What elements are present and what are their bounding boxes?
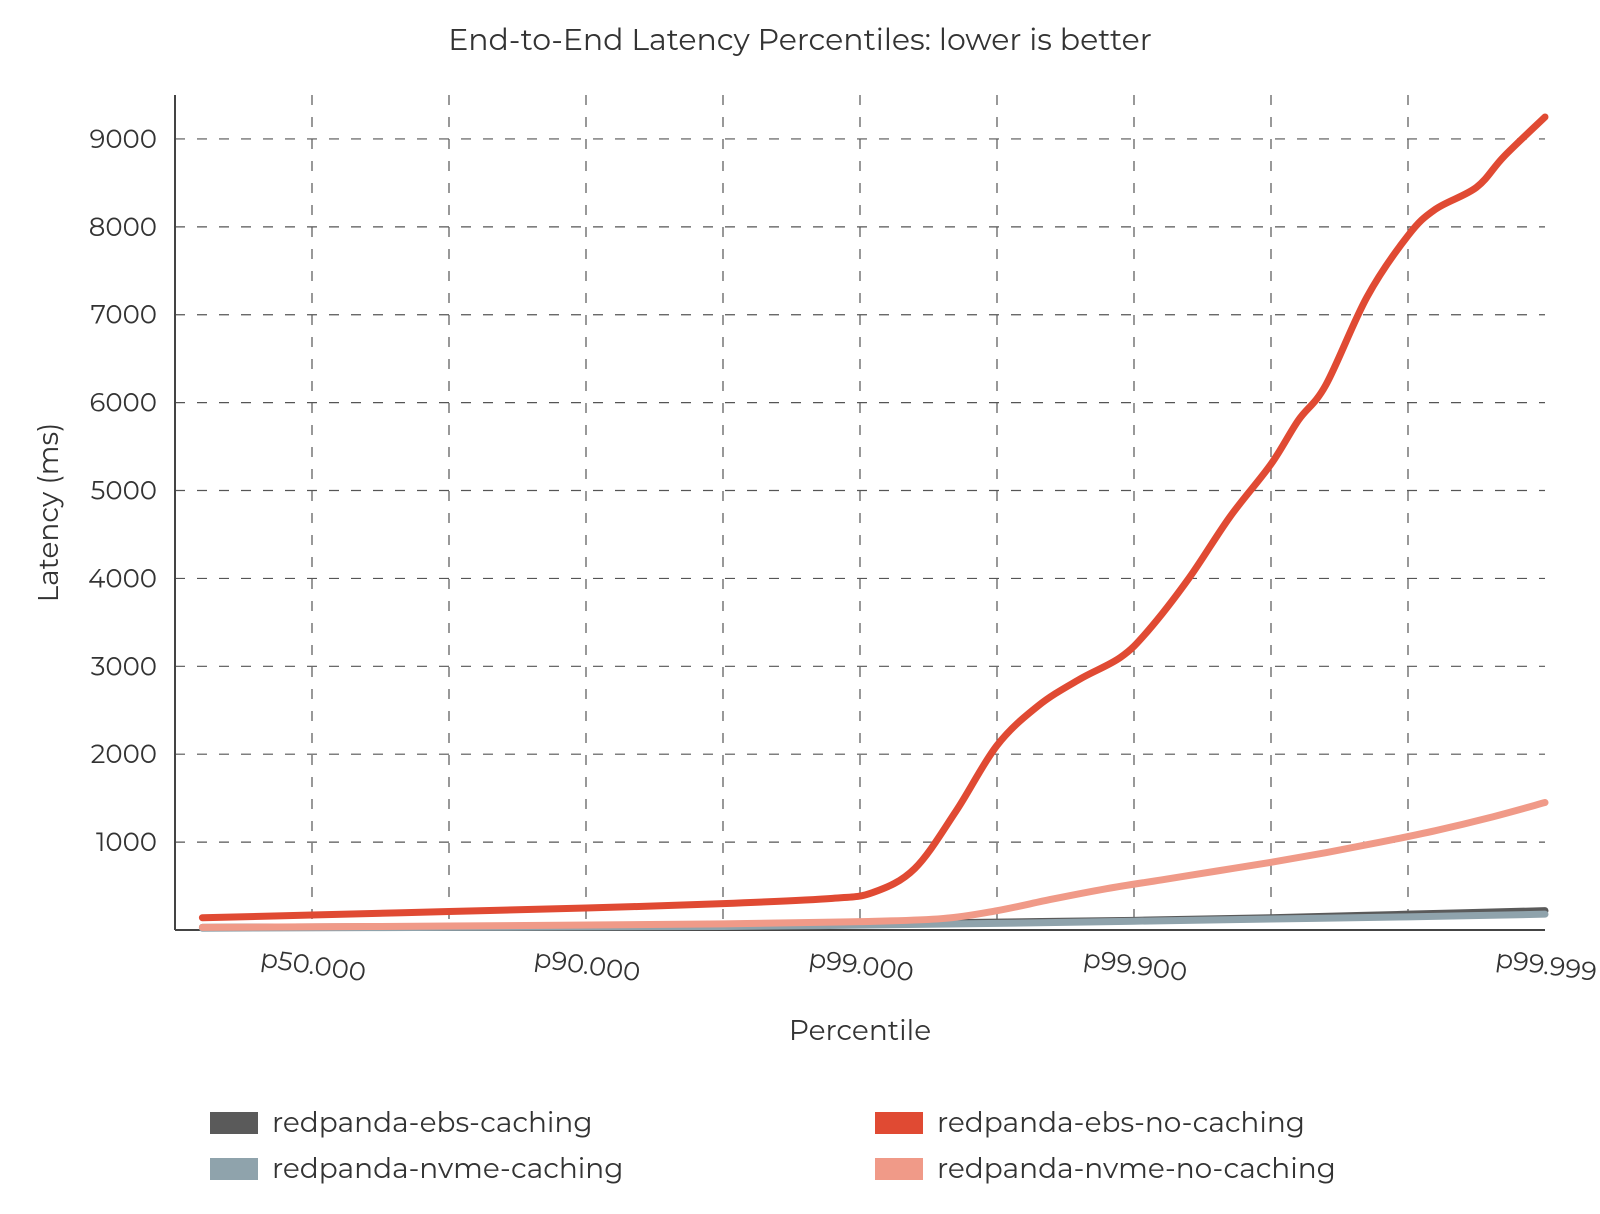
legend-item: redpanda-ebs-no-caching xyxy=(875,1106,1540,1140)
legend-label: redpanda-nvme-no-caching xyxy=(937,1152,1336,1186)
legend-label: redpanda-ebs-no-caching xyxy=(937,1106,1305,1140)
y-tick-label: 4000 xyxy=(88,562,157,594)
legend-item: redpanda-ebs-caching xyxy=(210,1106,875,1140)
y-tick-label: 9000 xyxy=(90,123,157,155)
y-tick-label: 6000 xyxy=(90,387,157,419)
x-axis-label: Percentile xyxy=(789,1014,931,1048)
y-tick-label: 8000 xyxy=(89,211,157,243)
y-tick-label: 2000 xyxy=(91,738,157,770)
y-axis-label: Latency (ms) xyxy=(32,423,66,603)
y-tick-label: 1000 xyxy=(96,826,157,858)
y-tick-label: 7000 xyxy=(91,299,157,331)
legend-item: redpanda-nvme-caching xyxy=(210,1152,875,1186)
legend-item: redpanda-nvme-no-caching xyxy=(875,1152,1540,1186)
legend: redpanda-ebs-caching redpanda-ebs-no-cach… xyxy=(210,1106,1540,1186)
y-tick-label: 5000 xyxy=(91,475,157,507)
latency-chart: End-to-End Latency Percentiles: lower is… xyxy=(0,0,1600,1214)
chart-title: End-to-End Latency Percentiles: lower is… xyxy=(448,21,1152,58)
chart-container: End-to-End Latency Percentiles: lower is… xyxy=(0,0,1600,1214)
legend-label: redpanda-nvme-caching xyxy=(272,1152,623,1186)
legend-label: redpanda-ebs-caching xyxy=(272,1106,593,1140)
legend-swatch xyxy=(875,1158,923,1180)
legend-swatch xyxy=(875,1112,923,1134)
y-tick-label: 3000 xyxy=(91,650,157,682)
legend-swatch xyxy=(210,1112,258,1134)
legend-swatch xyxy=(210,1158,258,1180)
